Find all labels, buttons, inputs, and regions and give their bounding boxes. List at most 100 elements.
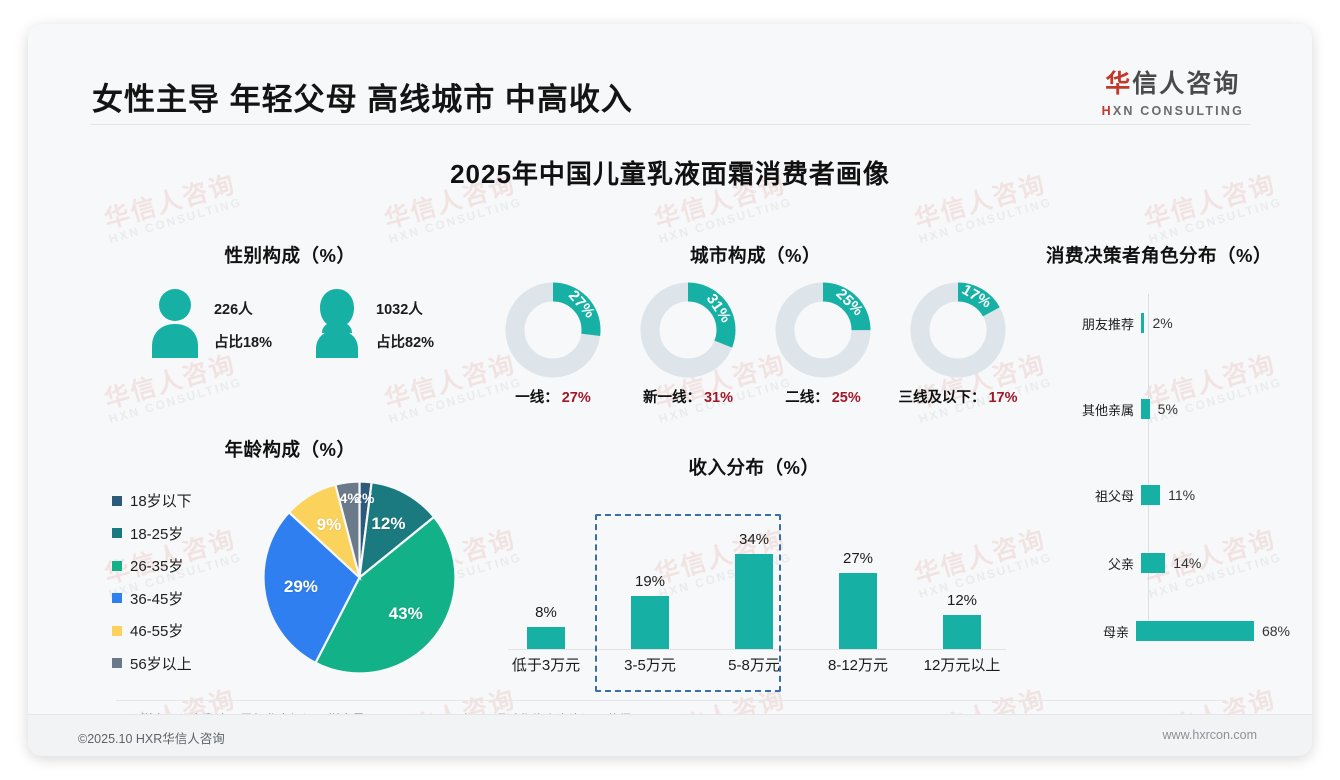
income-bar-value: 34% <box>738 530 770 548</box>
roles-panel: 消费决策者角色分布（%） 朋友推荐 2% 其他亲属 5% 祖父母 11% 父亲 14% 母亲 68… <box>1028 242 1290 642</box>
donut-caption: 新一线： 31% <box>642 390 734 406</box>
role-row: 母亲 68% <box>1028 620 1290 642</box>
age-pie-chart: 2% 12% 43% 29% 9% 4% <box>262 480 457 675</box>
age-legend: 18岁以下 18-25岁 26-35岁 36-45岁 46-55岁 56岁以上 <box>112 490 192 674</box>
income-bar-group: 34% <box>708 499 800 649</box>
age-legend-item: 18岁以下 <box>112 490 192 511</box>
gender-title: 性别构成（%） <box>224 245 356 266</box>
role-label: 祖父母 <box>1094 488 1134 504</box>
legend-label: 26-35岁 <box>130 558 184 575</box>
role-label: 父亲 <box>1107 556 1134 572</box>
gender-item: 226人占比18% <box>146 286 272 363</box>
city-donut-item: 27% 一线： 27% <box>489 282 617 407</box>
income-chart: 8% 19% 34% 27% 12% <box>494 500 1014 650</box>
donut-chart: 17% <box>910 282 1006 378</box>
pie-slice-label: 9% <box>316 515 342 535</box>
age-legend-item: 26-35岁 <box>112 555 192 576</box>
donut-caption-value: 17% <box>988 390 1018 406</box>
logo-cn-dark: 信人咨询 <box>1132 70 1241 98</box>
age-title: 年龄构成（%） <box>224 439 356 460</box>
legend-swatch <box>112 658 122 668</box>
role-label: 母亲 <box>1102 624 1129 640</box>
age-panel: 年龄构成（%） 18岁以下 18-25岁 26-35岁 36-45岁 46-55岁 56岁… <box>90 436 490 686</box>
footnote-divider <box>116 700 1226 701</box>
donut-chart: 27% <box>505 282 601 378</box>
logo-en-red: H <box>1101 104 1113 118</box>
role-value: 68% <box>1261 623 1290 639</box>
role-value: 11% <box>1168 487 1196 503</box>
gender-count: 226人 <box>213 301 253 318</box>
pie-slice-label: 2% <box>354 489 375 506</box>
logo-cn-red: 华 <box>1105 70 1133 98</box>
income-bar <box>839 573 877 649</box>
page-title: 女性主导 年轻父母 高线城市 中高收入 <box>92 82 633 117</box>
pie-slice <box>314 515 457 675</box>
legend-swatch <box>112 593 122 603</box>
role-row: 朋友推荐 2% <box>1028 312 1290 334</box>
income-highlight-box <box>595 514 781 692</box>
legend-label: 56岁以上 <box>130 655 192 673</box>
city-donut-item: 25% 二线： 25% <box>759 282 887 407</box>
gender-stats: 226人占比18% <box>214 298 272 352</box>
legend-label: 46-55岁 <box>130 623 184 640</box>
city-title: 城市构成（%） <box>690 245 821 266</box>
legend-label: 18-25岁 <box>130 525 184 543</box>
logo-english: HXN CONSULTING <box>1102 104 1244 118</box>
donut-caption-value: 27% <box>561 390 591 406</box>
role-bar <box>1141 553 1166 573</box>
roles-title: 消费决策者角色分布（%） <box>1046 245 1272 266</box>
footer-bar: ©2025.10 HXR华信人咨询 www.hxrcon.com <box>28 714 1312 756</box>
website-text: www.hxrcon.com <box>1162 728 1257 742</box>
legend-label: 36-45岁 <box>130 590 184 608</box>
income-bar <box>943 615 981 649</box>
income-bars: 8% 19% 34% 27% 12% <box>494 499 1014 649</box>
company-logo: 华信人咨询 HXN CONSULTING <box>1102 64 1244 118</box>
legend-swatch <box>112 528 122 538</box>
logo-chinese: 华信人咨询 <box>1102 64 1244 100</box>
donut-caption-value: 31% <box>703 390 734 406</box>
income-bar <box>735 553 773 649</box>
age-legend-item: 18-25岁 <box>112 523 192 544</box>
pie-slice <box>358 481 436 581</box>
income-bar-value: 12% <box>946 592 978 610</box>
income-category-labels: 低于3万元 3-5万元 5-8万元 8-12万元 12万元以上 <box>494 654 1014 675</box>
income-bar-value: 19% <box>634 572 666 590</box>
slide-header: 女性主导 年轻父母 高线城市 中高收入 华信人咨询 HXN CONSULTING <box>28 24 1312 125</box>
role-label: 其他亲属 <box>1081 402 1134 418</box>
gender-stats: 1032人 占比82% <box>376 298 434 352</box>
role-row: 父亲 14% <box>1028 552 1290 574</box>
income-bar <box>631 595 669 649</box>
gender-share: 占比18% <box>213 334 272 351</box>
income-category-label: 低于3万元 <box>511 657 581 674</box>
role-label: 朋友推荐 <box>1081 316 1134 332</box>
slide-card: 华信人咨询 HXN CONSULTING 华信人咨询 HXN CONSULTING 华信… <box>28 24 1312 756</box>
income-bar-group: 12% <box>916 499 1008 649</box>
pie-slice-label: 12% <box>371 514 406 534</box>
pie-slice <box>262 510 361 665</box>
copyright-text: ©2025.10 HXR华信人咨询 <box>78 732 225 746</box>
role-row: 祖父母 11% <box>1028 484 1290 506</box>
city-panel: 城市构成（%） 27% 一线： 27% 31% 新一线： 31% 25% 二线： 25% 17% 三… <box>483 242 1028 412</box>
income-bar-value: 27% <box>842 550 874 568</box>
role-value: 5% <box>1157 401 1178 417</box>
city-donut-item: 31% 新一线： 31% <box>624 282 752 407</box>
city-donuts: 27% 一线： 27% 31% 新一线： 31% 25% 二线： 25% 17% 三线及以下： 17% <box>483 282 1028 407</box>
income-category-label: 5-8万元 <box>728 657 780 674</box>
legend-swatch <box>112 625 122 636</box>
age-legend-item: 56岁以上 <box>112 653 192 674</box>
pie-slice-label: 29% <box>283 576 318 596</box>
donut-caption-value: 25% <box>831 390 861 406</box>
age-chart: 18岁以下 18-25岁 26-35岁 36-45岁 46-55岁 56岁以上 2% 12%… <box>90 480 490 685</box>
income-title: 收入分布（%） <box>688 457 820 478</box>
income-category-label: 8-12万元 <box>827 657 889 674</box>
pie-slice <box>334 480 361 578</box>
income-panel: 收入分布（%） 8% 19% 34% 27% 12% 低于3万元 3-5万元 5-8万元 8-… <box>494 454 1014 692</box>
income-category-label: 3-5万元 <box>624 657 676 674</box>
role-bar <box>1141 313 1145 333</box>
income-category-label: 12万元以上 <box>923 657 1001 674</box>
role-bar <box>1141 485 1161 505</box>
donut-caption: 三线及以下： 17% <box>898 390 1018 406</box>
gender-panel: 性别构成（%） 226人占比18% 1032人 占比82% <box>90 242 490 372</box>
role-bar <box>1141 399 1150 419</box>
income-bar-group: 27% <box>812 499 904 649</box>
